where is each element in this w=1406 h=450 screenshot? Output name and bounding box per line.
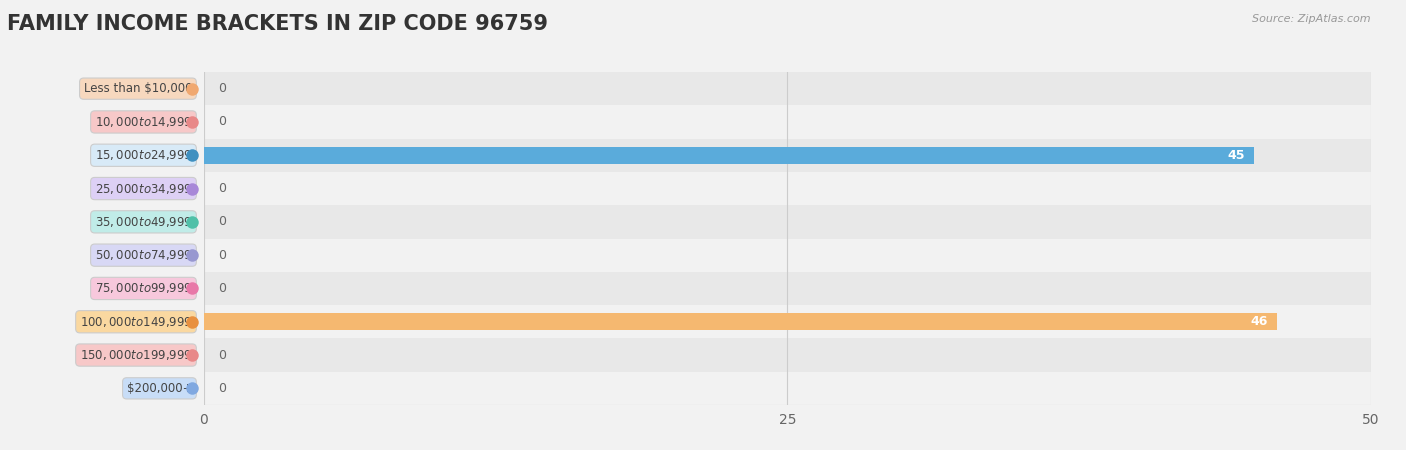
Text: 0: 0 bbox=[218, 249, 226, 261]
Bar bbox=[204, 72, 1371, 105]
Text: 0: 0 bbox=[218, 116, 226, 128]
Text: 0: 0 bbox=[218, 349, 226, 361]
Text: 0: 0 bbox=[218, 82, 226, 95]
Text: $100,000 to $149,999: $100,000 to $149,999 bbox=[80, 315, 193, 329]
Bar bbox=[204, 305, 1371, 338]
Text: 0: 0 bbox=[218, 182, 226, 195]
Bar bbox=[204, 372, 1371, 405]
Bar bbox=[204, 172, 1371, 205]
Text: 45: 45 bbox=[1227, 149, 1244, 162]
Text: FAMILY INCOME BRACKETS IN ZIP CODE 96759: FAMILY INCOME BRACKETS IN ZIP CODE 96759 bbox=[7, 14, 548, 33]
Bar bbox=[204, 147, 1254, 164]
Bar bbox=[204, 105, 1371, 139]
Text: $35,000 to $49,999: $35,000 to $49,999 bbox=[94, 215, 193, 229]
Bar bbox=[204, 338, 1371, 372]
Text: $50,000 to $74,999: $50,000 to $74,999 bbox=[94, 248, 193, 262]
Text: $10,000 to $14,999: $10,000 to $14,999 bbox=[94, 115, 193, 129]
Text: $200,000+: $200,000+ bbox=[127, 382, 193, 395]
Text: 0: 0 bbox=[218, 216, 226, 228]
Text: $150,000 to $199,999: $150,000 to $199,999 bbox=[80, 348, 193, 362]
Text: Source: ZipAtlas.com: Source: ZipAtlas.com bbox=[1253, 14, 1371, 23]
Text: 46: 46 bbox=[1251, 315, 1268, 328]
Bar bbox=[204, 238, 1371, 272]
Bar bbox=[204, 205, 1371, 239]
Text: $25,000 to $34,999: $25,000 to $34,999 bbox=[94, 181, 193, 196]
Text: 0: 0 bbox=[218, 282, 226, 295]
Bar bbox=[204, 272, 1371, 305]
Text: $15,000 to $24,999: $15,000 to $24,999 bbox=[94, 148, 193, 162]
Text: $75,000 to $99,999: $75,000 to $99,999 bbox=[94, 281, 193, 296]
Text: Less than $10,000: Less than $10,000 bbox=[84, 82, 193, 95]
Bar bbox=[204, 313, 1278, 330]
Bar bbox=[204, 139, 1371, 172]
Text: 0: 0 bbox=[218, 382, 226, 395]
